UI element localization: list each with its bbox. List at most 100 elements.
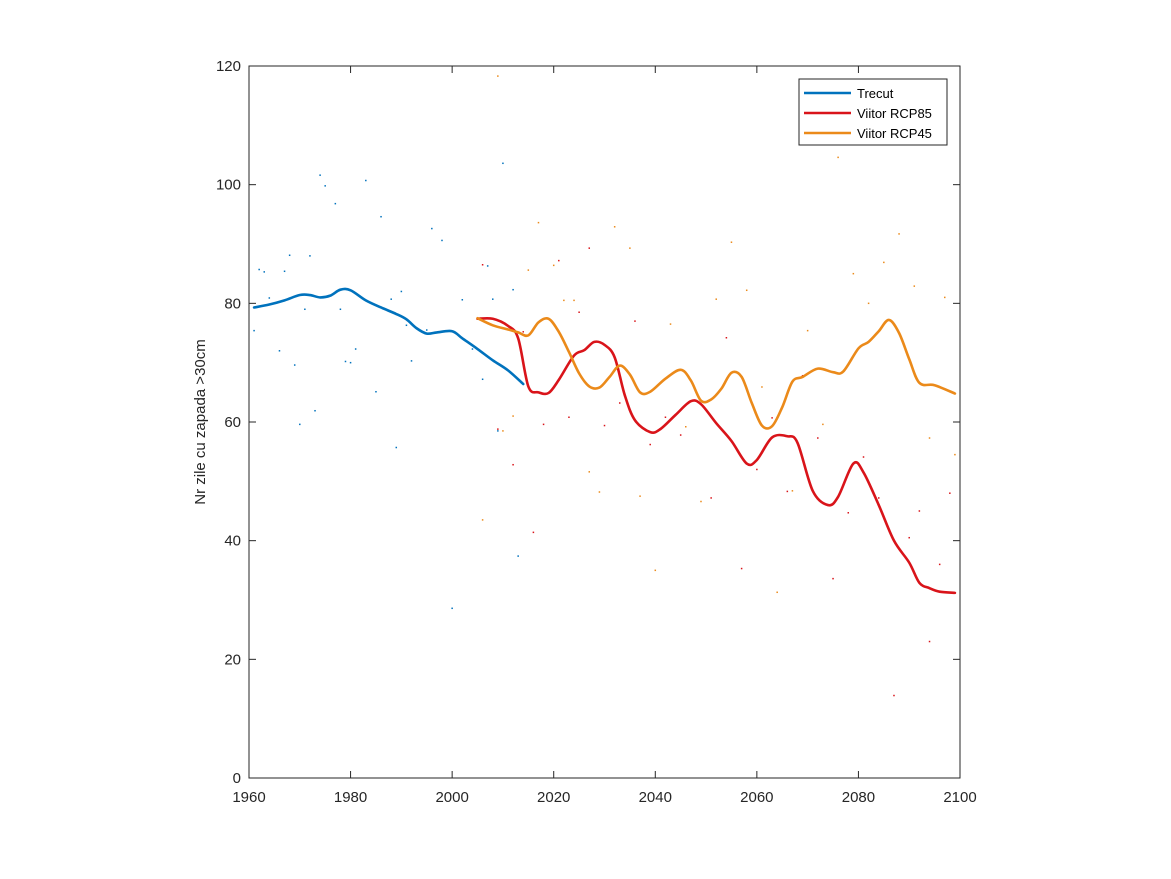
legend: Trecut Viitor RCP85 Viitor RCP45 [798,78,948,146]
scatter-point-1-31 [918,510,921,512]
scatter-point-1-9 [588,247,591,249]
scatter-point-2-9 [588,471,591,473]
scatter-point-2-12 [629,247,631,249]
scatter-point-0-27 [426,329,428,331]
legend-label-1: Viitor RCP85 [857,106,932,121]
scatter-point-1-1 [497,428,499,430]
scatter-point-0-13 [324,185,326,187]
scatter-point-0-39 [517,555,519,557]
scatter-point-2-31 [913,285,916,287]
scatter-point-1-19 [740,567,743,570]
legend-label-0: Trecut [857,86,894,101]
scatter-point-1-8 [578,311,580,313]
scatter-point-1-21 [771,417,773,419]
y-tick-label-2: 40 [224,533,241,550]
scatter-point-0-36 [497,430,499,432]
scatter-point-0-1 [258,268,260,271]
scatter-point-0-4 [278,350,281,352]
scatter-point-0-25 [405,324,408,327]
scatter-point-0-6 [288,254,291,257]
scatter-point-2-29 [883,261,885,264]
y-tick-label-0: 0 [233,770,241,787]
scatter-point-2-27 [852,272,855,275]
scatter-point-1-0 [481,264,484,266]
scatter-point-0-9 [304,308,306,311]
scatter-point-0-28 [431,227,433,230]
scatter-point-0-24 [400,290,403,293]
scatter-point-2-30 [898,233,900,235]
scatter-point-1-4 [532,531,535,534]
series-line-1 [476,316,957,595]
ticks-layer: 1960 1980 2000 2020 2040 2060 2080 210002040608… [216,58,977,806]
scatter-point-2-13 [639,495,641,497]
scatter-point-1-30 [908,536,910,539]
scatter-point-2-3 [512,415,514,417]
scatter-point-0-38 [512,288,514,291]
scatter-point-2-4 [527,269,530,271]
scatter-point-2-26 [837,156,839,159]
x-tick-label-4: 2040 [639,789,672,806]
scatter-point-1-6 [558,259,560,262]
scatter-point-2-24 [806,329,809,332]
scatter-point-2-1 [497,75,499,77]
scatter-point-0-12 [319,174,321,176]
scatter-point-2-2 [502,430,504,432]
x-tick-label-2: 2000 [435,789,468,806]
scatter-point-1-26 [847,512,850,514]
scatter-point-1-24 [817,437,819,439]
x-tick-label-0: 1960 [232,789,265,806]
scatter-point-1-34 [949,492,951,494]
y-tick-label-1: 20 [224,651,241,668]
scatter-point-2-16 [685,426,687,428]
scatter-point-0-26 [410,360,413,362]
scatter-point-0-35 [492,298,494,300]
scatter-point-2-34 [954,453,956,456]
y-tick-label-6: 120 [216,58,241,75]
scatter-point-0-32 [471,348,474,350]
scatter-point-1-29 [893,694,895,697]
scatter-point-2-8 [573,299,575,302]
scatter-point-0-7 [293,364,296,366]
scatter-point-1-12 [634,320,636,322]
scatter-point-0-11 [314,409,316,412]
series-line-0 [252,287,525,386]
scatter-point-2-25 [822,423,824,426]
scatter-point-0-37 [502,162,504,165]
scatter-point-1-3 [522,331,524,333]
scatter-point-0-16 [344,360,347,363]
scatter-point-0-3 [268,297,271,299]
scatter-point-1-20 [756,468,758,471]
scatter-point-2-6 [552,264,555,267]
x-tick-label-5: 2060 [740,789,773,806]
scatter-point-0-30 [451,607,453,610]
scatter-point-1-27 [862,456,865,458]
scatter-point-2-23 [791,490,794,492]
scatter-point-2-5 [537,221,540,224]
scatter-point-2-11 [613,226,616,228]
scatter-point-1-25 [832,577,834,580]
scatter-point-2-22 [776,591,778,594]
scatter-point-0-0 [253,329,255,332]
scatter-point-2-21 [761,386,763,388]
scatter-point-1-5 [542,423,545,426]
scatter-point-0-2 [263,271,265,273]
scatter-point-1-22 [786,490,789,493]
scatter-point-0-20 [375,390,377,393]
x-tick-label-6: 2080 [842,789,875,806]
scatter-point-0-8 [299,423,301,426]
scatter-point-2-20 [745,289,748,292]
scatter-point-0-21 [380,215,382,218]
y-axis-label: Nr zile cu zapada >30cm [192,339,209,505]
scatter-point-0-14 [334,202,337,205]
scatter-point-1-28 [877,497,880,499]
scatter-point-2-17 [700,500,702,503]
y-tick-label-3: 60 [224,414,241,431]
scatter-point-1-11 [618,402,621,404]
scatter-point-0-23 [395,446,398,449]
scatter-point-2-10 [598,491,601,493]
scatter-point-2-7 [563,299,565,302]
scatter-point-1-13 [649,443,651,446]
scatter-point-2-0 [481,519,484,521]
